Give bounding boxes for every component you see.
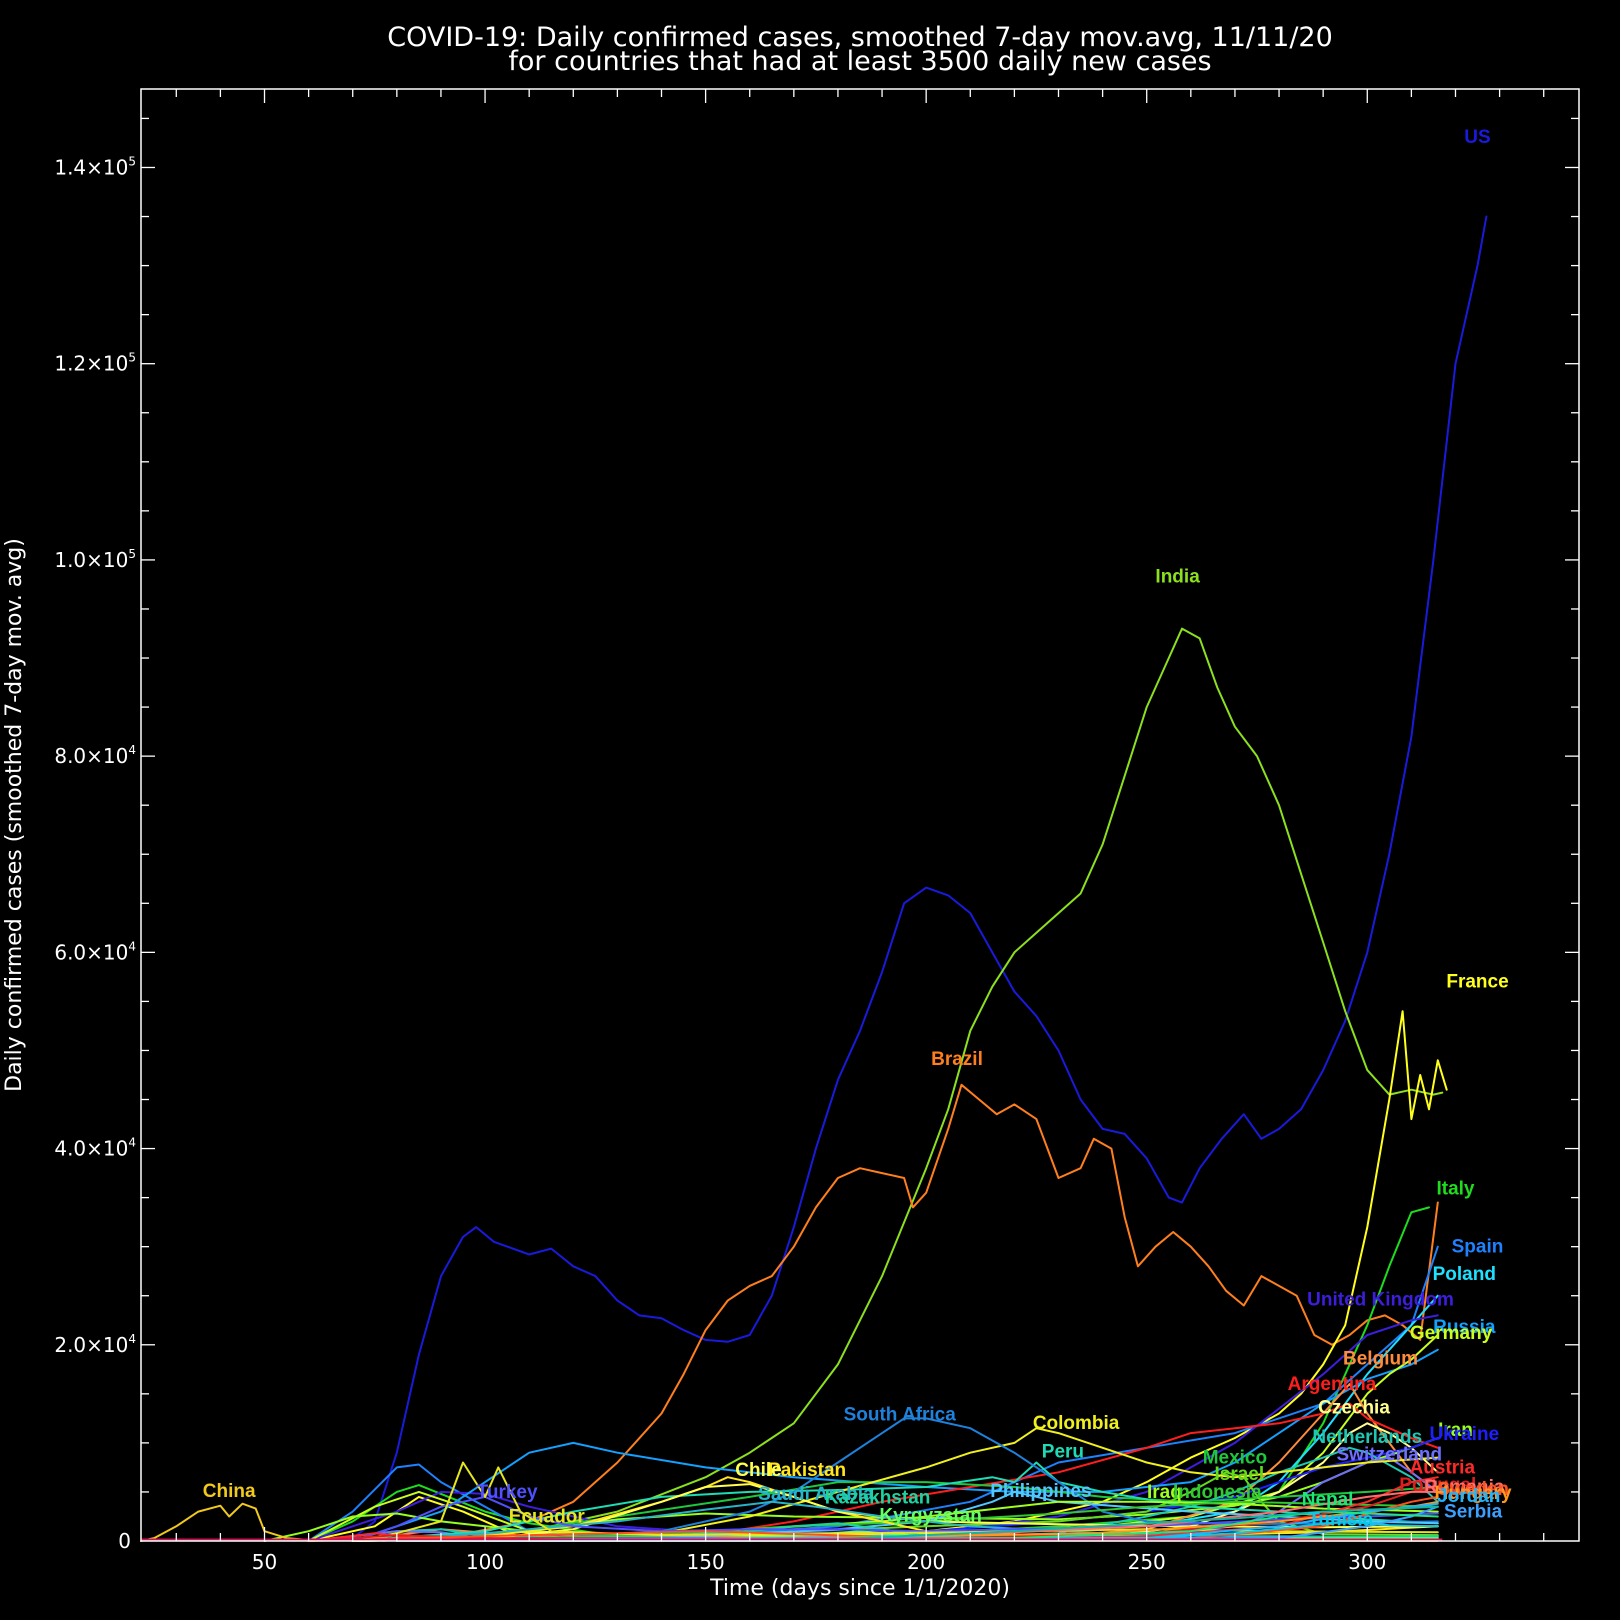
y-tick-label: 6.0×104 — [54, 939, 136, 964]
series-label-us: US — [1464, 127, 1490, 148]
series-line-brazil — [351, 1083, 1439, 1542]
series-label-argentina: Argentina — [1288, 1374, 1377, 1395]
series-line-russia — [351, 1348, 1439, 1542]
series-line-iran — [263, 1437, 1439, 1542]
series-label-india: India — [1155, 567, 1200, 588]
series-label-chile: Chile — [735, 1460, 781, 1481]
series-label-poland: Poland — [1433, 1264, 1496, 1285]
series-label-sweden: Sweden — [1437, 1479, 1509, 1500]
series-label-kazakhstan: Kazakhstan — [825, 1488, 931, 1509]
series-label-kyrgyzstan: Kyrgyzstan — [879, 1505, 981, 1526]
series-label-austria: Austria — [1410, 1457, 1476, 1478]
series-label-saudi-arabia: Saudi Arabia — [758, 1484, 874, 1505]
y-tick-label: 1.0×105 — [54, 547, 136, 572]
series-label-united-kingdom: United Kingdom — [1307, 1290, 1454, 1311]
series-label-indonesia: Indonesia — [1173, 1482, 1262, 1503]
series-label-belgium: Belgium — [1343, 1348, 1418, 1369]
series-label-israel: Israel — [1214, 1464, 1264, 1485]
series-label-netherlands: Netherlands — [1312, 1427, 1422, 1448]
series-label-nepal: Nepal — [1302, 1490, 1354, 1511]
series-label-brazil: Brazil — [931, 1049, 983, 1070]
series-label-iran: Iran — [1438, 1420, 1473, 1441]
series-line-india — [351, 627, 1444, 1542]
series-label-portugal: Portugal — [1399, 1475, 1476, 1496]
x-tick-label: 150 — [687, 1550, 725, 1574]
y-tick-label: 2.0×104 — [54, 1332, 136, 1357]
y-tick-label: 8.0×104 — [54, 743, 136, 768]
x-tick-label: 50 — [252, 1550, 277, 1574]
series-line-france — [307, 1010, 1448, 1542]
series-label-mexico: Mexico — [1203, 1448, 1267, 1469]
y-tick-label: 4.0×104 — [54, 1136, 136, 1161]
series-label-hungary: Hungary — [1435, 1483, 1513, 1504]
series-label-turkey: Turkey — [477, 1482, 538, 1503]
x-tick-label: 300 — [1348, 1550, 1386, 1574]
x-axis-label: Time (days since 1/1/2020) — [709, 1576, 1010, 1601]
series-label-ukraine: Ukraine — [1429, 1424, 1499, 1445]
series-label-philippines: Philippines — [990, 1481, 1091, 1502]
series-line-colombia — [395, 1427, 1439, 1542]
series-label-china: China — [203, 1481, 256, 1502]
x-tick-label: 200 — [907, 1550, 945, 1574]
series-label-germany: Germany — [1410, 1323, 1493, 1344]
y-tick-label: 1.4×105 — [54, 154, 136, 179]
series-label-czechia: Czechia — [1318, 1398, 1390, 1419]
y-tick-label: 1.2×105 — [54, 351, 136, 376]
series-label-spain: Spain — [1452, 1237, 1504, 1258]
series-line-ecuador — [351, 1461, 1439, 1542]
series-line-turkey — [351, 1495, 1439, 1542]
series-label-france: France — [1446, 972, 1508, 993]
x-tick-label: 100 — [466, 1550, 504, 1574]
axis-ticks: 50 100 150 200 250 300 0 2.0×104 4.0×104 6.0×104 8… — [54, 89, 1579, 1574]
series-line-spain — [307, 1245, 1439, 1542]
country-labels: US India France Brazil Italy Spain Poland Unite… — [203, 127, 1512, 1530]
series-line-peru — [351, 1461, 1439, 1542]
series-label-pakistan: Pakistan — [768, 1460, 846, 1481]
series-label-switzerland: Switzerland — [1337, 1445, 1443, 1466]
series-label-romania: Romania — [1424, 1477, 1505, 1498]
chart-subtitle: for countries that had at least 3500 dai… — [508, 46, 1211, 77]
series-line-us — [307, 215, 1488, 1542]
series-label-russia: Russia — [1433, 1317, 1496, 1338]
x-tick-label: 250 — [1128, 1550, 1166, 1574]
chart-title: COVID-19: Daily confirmed cases, smoothe… — [387, 22, 1333, 53]
series-label-ecuador: Ecuador — [509, 1506, 586, 1527]
series-label-serbia: Serbia — [1444, 1502, 1503, 1523]
y-tick-label-zero: 0 — [118, 1529, 131, 1553]
series-label-colombia: Colombia — [1033, 1413, 1120, 1434]
series-label-italy: Italy — [1436, 1179, 1474, 1200]
series-line-indonesia — [351, 1500, 1439, 1542]
series-label-iraq: Iraq — [1147, 1482, 1182, 1503]
series-label-south-africa: South Africa — [844, 1404, 957, 1425]
series-layer — [140, 215, 1488, 1542]
y-axis-label: Daily confirmed cases (smoothed 7-day mo… — [2, 538, 27, 1092]
series-label-jordan: Jordan — [1437, 1486, 1500, 1507]
series-label-tunisia: Tunisia — [1308, 1509, 1374, 1530]
series-label-peru: Peru — [1042, 1442, 1084, 1463]
plot-frame — [140, 88, 1580, 1542]
